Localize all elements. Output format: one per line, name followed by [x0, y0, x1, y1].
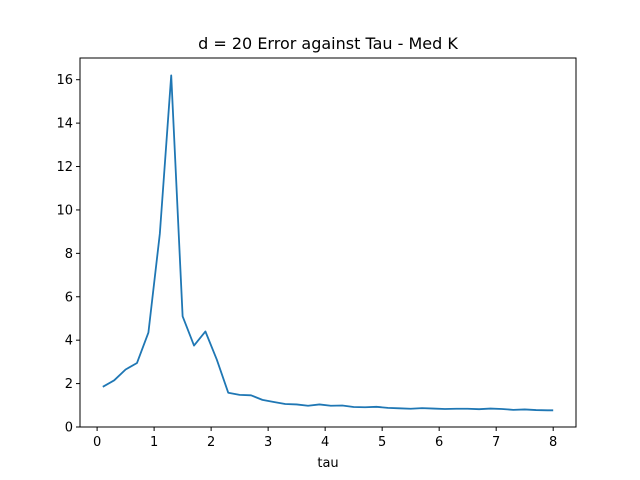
x-tick-label: 5 [378, 435, 386, 450]
x-tick-label: 8 [549, 435, 557, 450]
x-axis-label: tau [317, 456, 338, 471]
y-tick-label: 4 [65, 334, 73, 349]
y-tick-label: 12 [56, 160, 73, 175]
y-tick-label: 14 [56, 117, 73, 132]
x-tick-label: 2 [207, 435, 215, 450]
y-tick-label: 10 [56, 203, 73, 218]
x-tick-label: 6 [435, 435, 443, 450]
y-tick-label: 0 [65, 421, 73, 436]
plot-area [102, 74, 554, 412]
y-tick-label: 6 [65, 290, 73, 305]
x-tick-label: 1 [150, 435, 158, 450]
chart-title: d = 20 Error against Tau - Med K [198, 34, 458, 53]
y-tick-label: 16 [56, 73, 73, 88]
x-tick-label: 0 [93, 435, 101, 450]
x-tick-label: 3 [264, 435, 272, 450]
y-tick-label: 8 [65, 247, 73, 262]
x-tick-label: 7 [492, 435, 500, 450]
plot-frame [79, 57, 577, 428]
y-tick-label: 2 [65, 377, 73, 392]
x-tick-label: 4 [321, 435, 329, 450]
series-line [102, 74, 554, 412]
